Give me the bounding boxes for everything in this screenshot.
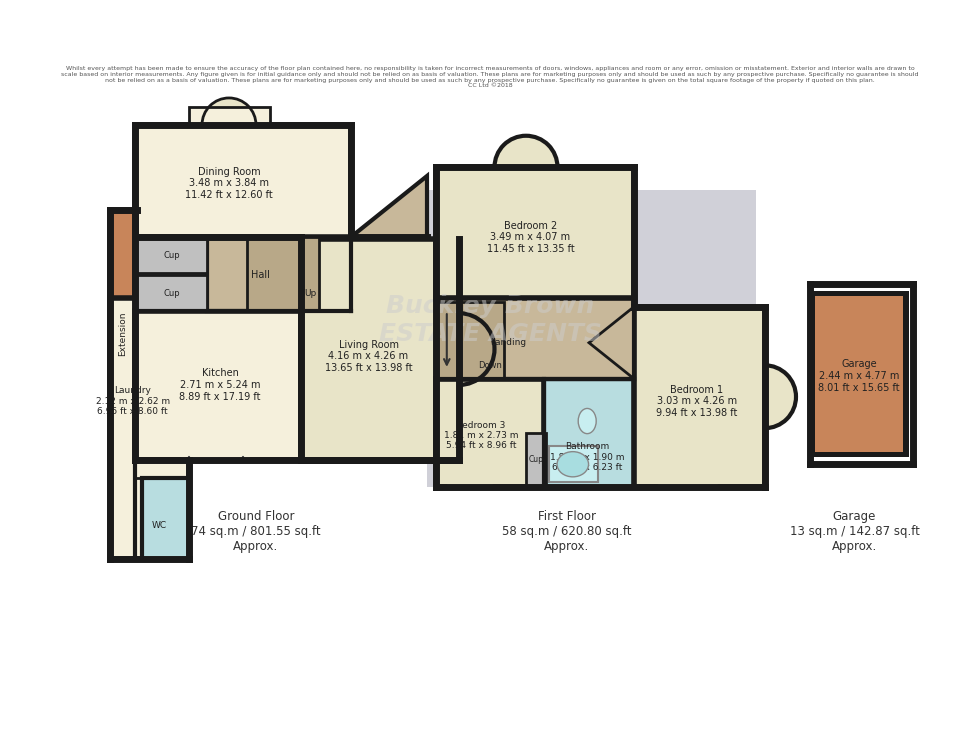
Text: Laundry
2.12 m x 2.62 m
6.96 ft x 8.60 ft: Laundry 2.12 m x 2.62 m 6.96 ft x 8.60 f…	[96, 387, 170, 416]
Text: Kitchen
2.71 m x 5.24 m
8.89 ft x 17.19 ft: Kitchen 2.71 m x 5.24 m 8.89 ft x 17.19 …	[179, 368, 261, 401]
Polygon shape	[352, 176, 427, 237]
Bar	[301, 240, 459, 460]
Text: Bathroom
1.84 m x 1.90 m
6.04 ft x 6.23 ft: Bathroom 1.84 m x 1.90 m 6.04 ft x 6.23 …	[550, 442, 624, 472]
Bar	[634, 306, 764, 487]
Bar	[427, 208, 634, 487]
Bar	[549, 446, 598, 482]
Wedge shape	[459, 313, 495, 385]
Text: Garage
13 sq.m / 142.87 sq.ft
Approx.: Garage 13 sq.m / 142.87 sq.ft Approx.	[790, 510, 919, 553]
Text: Buckley Brown
ESTATE AGENTS: Buckley Brown ESTATE AGENTS	[378, 294, 602, 346]
Wedge shape	[202, 98, 256, 125]
Text: Whilst every attempt has been made to ensure the accuracy of the floor plan cont: Whilst every attempt has been made to en…	[62, 66, 919, 88]
Text: Bedroom 2
3.49 m x 4.07 m
11.45 ft x 13.35 ft: Bedroom 2 3.49 m x 4.07 m 11.45 ft x 13.…	[487, 220, 574, 254]
Text: Garage
2.44 m x 4.77 m
8.01 ft x 15.65 ft: Garage 2.44 m x 4.77 m 8.01 ft x 15.65 f…	[818, 359, 900, 392]
Bar	[436, 302, 504, 379]
Text: Ground Floor
74 sq.m / 801.55 sq.ft
Approx.: Ground Floor 74 sq.m / 801.55 sq.ft Appr…	[191, 510, 320, 553]
Bar	[436, 379, 544, 487]
Text: WC: WC	[152, 521, 168, 530]
Bar	[110, 298, 189, 559]
Text: Cup: Cup	[163, 289, 179, 298]
Bar	[135, 275, 208, 311]
Bar	[815, 296, 904, 451]
Text: Cup: Cup	[528, 455, 543, 465]
Text: Landing: Landing	[490, 338, 526, 347]
Bar	[247, 237, 319, 311]
Bar	[110, 210, 135, 458]
Ellipse shape	[578, 409, 596, 434]
Bar	[436, 298, 634, 379]
Text: First Floor
58 sq.m / 620.80 sq.ft
Approx.: First Floor 58 sq.m / 620.80 sq.ft Appro…	[502, 510, 631, 553]
Text: Extension: Extension	[119, 312, 127, 356]
Bar	[427, 190, 756, 487]
Wedge shape	[495, 136, 558, 168]
Text: Dining Room
3.48 m x 3.84 m
11.42 ft x 12.60 ft: Dining Room 3.48 m x 3.84 m 11.42 ft x 1…	[185, 167, 272, 200]
Polygon shape	[589, 306, 634, 379]
Bar	[135, 125, 352, 237]
Ellipse shape	[557, 451, 589, 477]
Text: Bedroom 3
1.81 m x 2.73 m
5.94 ft x 8.96 ft: Bedroom 3 1.81 m x 2.73 m 5.94 ft x 8.96…	[444, 420, 518, 451]
Wedge shape	[764, 365, 796, 429]
Text: Down: Down	[478, 361, 502, 370]
Text: Living Room
4.16 m x 4.26 m
13.65 ft x 13.98 ft: Living Room 4.16 m x 4.26 m 13.65 ft x 1…	[324, 340, 413, 373]
Text: Bedroom 1
3.03 m x 4.26 m
9.94 ft x 13.98 ft: Bedroom 1 3.03 m x 4.26 m 9.94 ft x 13.9…	[657, 384, 738, 418]
Text: Cup: Cup	[163, 251, 179, 260]
Text: Up: Up	[304, 289, 317, 298]
Bar	[135, 237, 208, 273]
Bar	[544, 379, 634, 487]
Bar	[208, 237, 352, 311]
Bar	[526, 433, 546, 487]
Bar	[189, 107, 270, 125]
Bar	[809, 290, 908, 457]
Text: Hall: Hall	[251, 270, 270, 280]
Bar	[135, 311, 347, 460]
Bar	[436, 168, 634, 298]
Bar	[142, 478, 189, 559]
